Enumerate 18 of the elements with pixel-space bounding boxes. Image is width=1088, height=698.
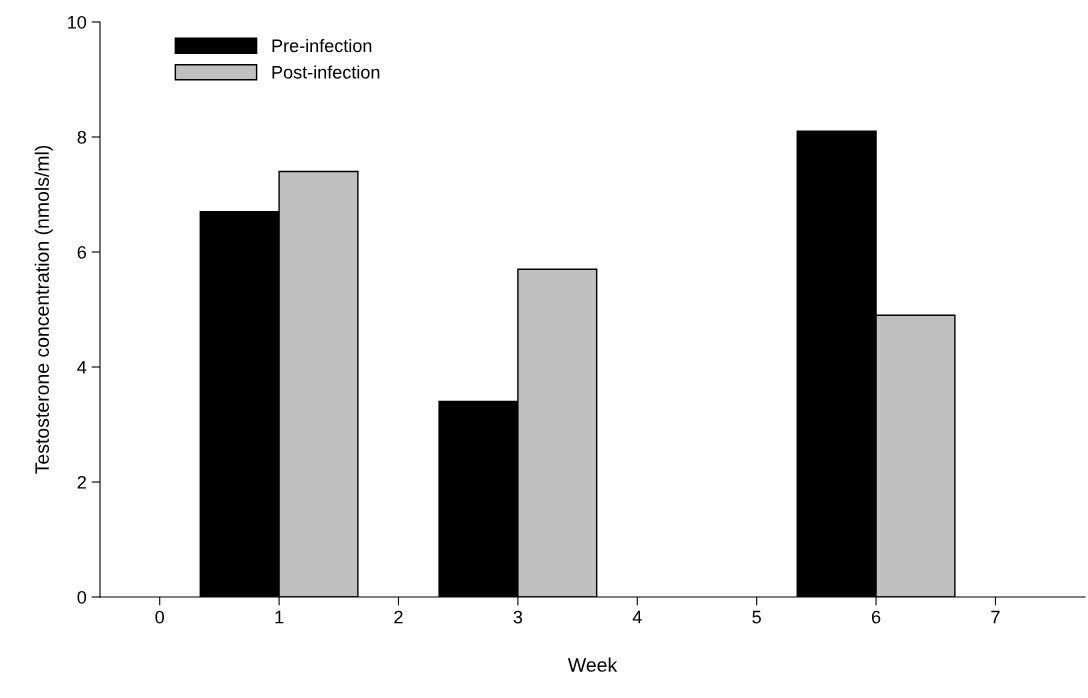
- x-tick-label: 7: [991, 610, 1000, 624]
- x-tick-label: 4: [632, 610, 642, 624]
- x-tick-label: 6: [871, 610, 881, 624]
- x-tick-label: 2: [394, 610, 403, 624]
- y-tick-label: 10: [68, 15, 87, 29]
- x-tick-label: 0: [155, 610, 165, 624]
- y-tick-label: 6: [77, 245, 87, 259]
- legend-label: Post-infection: [272, 65, 380, 79]
- x-axis-title: Week: [567, 657, 618, 672]
- y-axis-title: Testosterone concentration (nmols/ml): [34, 145, 53, 474]
- y-tick-label: 0: [77, 590, 87, 604]
- y-tick-label: 8: [77, 130, 87, 144]
- legend-label: Pre-infection: [272, 38, 372, 53]
- x-tick-label: 3: [513, 610, 523, 624]
- y-tick-label: 2: [77, 475, 86, 489]
- y-tick-label: 4: [77, 361, 87, 374]
- x-tick-label: 1: [275, 610, 284, 624]
- x-tick-label: 5: [752, 610, 761, 624]
